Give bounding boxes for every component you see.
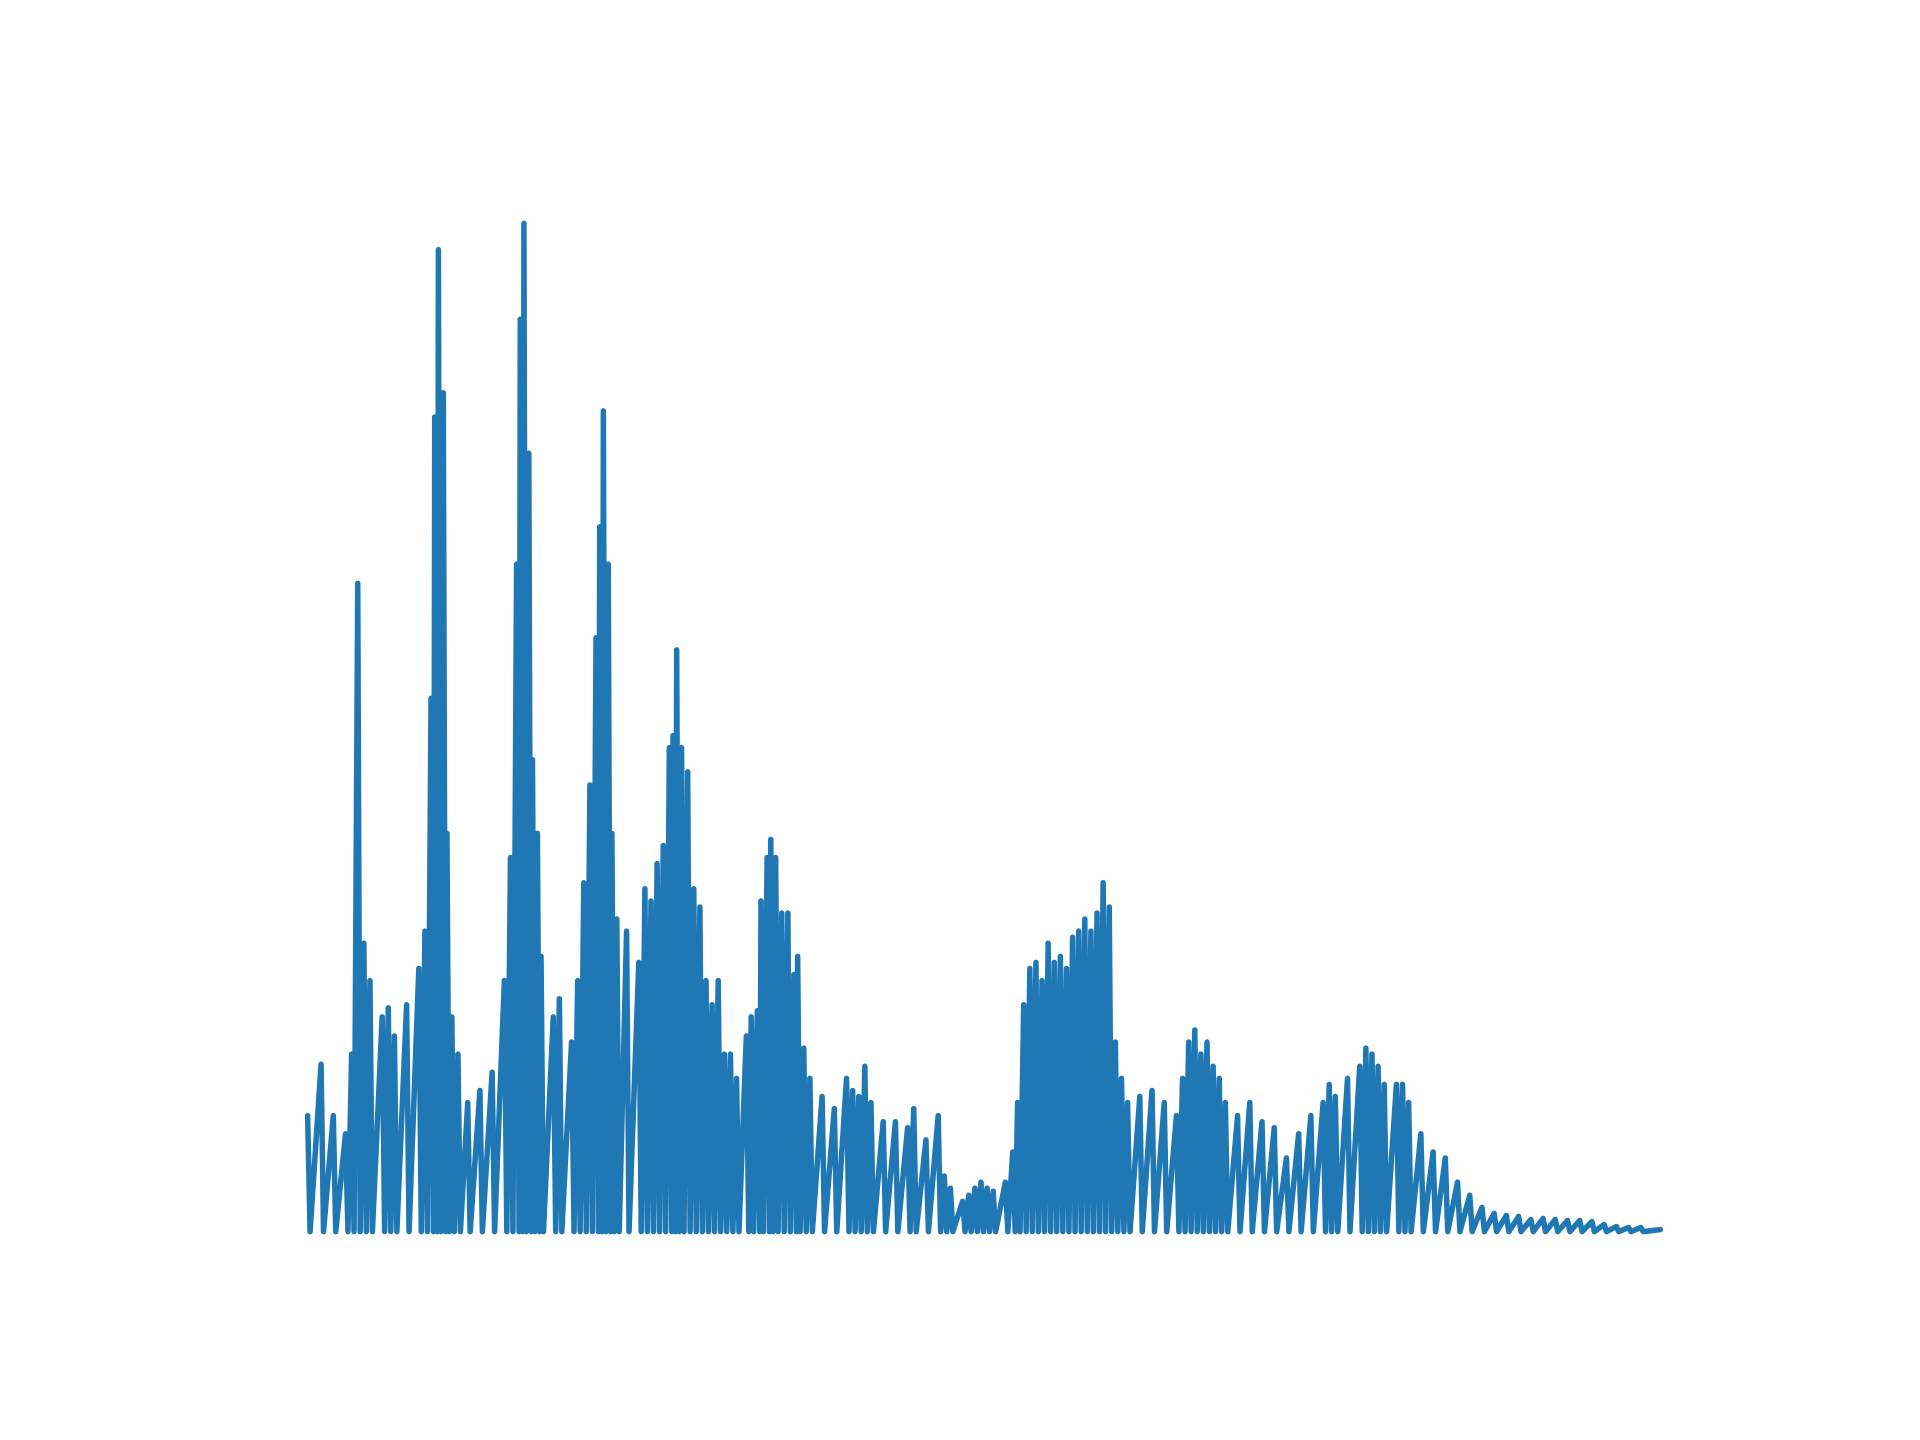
signal-line	[304, 220, 1664, 1235]
